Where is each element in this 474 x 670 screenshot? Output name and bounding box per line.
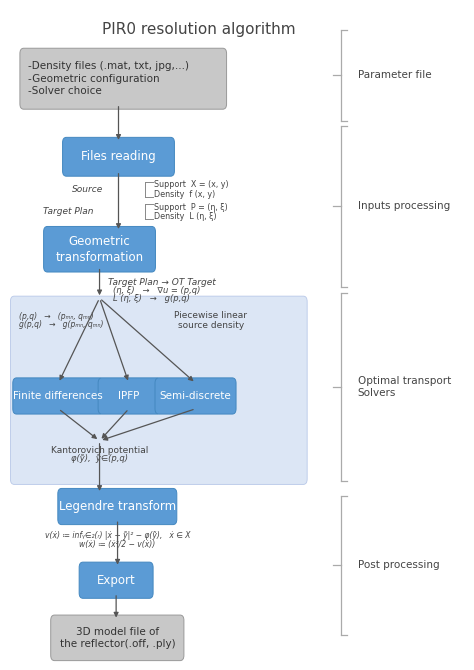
FancyBboxPatch shape	[63, 137, 174, 176]
Text: Target Plan: Target Plan	[43, 207, 93, 216]
Text: Density  L (η, ξ): Density L (η, ξ)	[154, 212, 217, 221]
Text: Kantorovich potential: Kantorovich potential	[51, 446, 148, 455]
Text: Finite differences: Finite differences	[13, 391, 103, 401]
Text: Piecewise linear
source density: Piecewise linear source density	[174, 311, 247, 330]
Text: -Density files (.mat, txt, jpg,...)
-Geometric configuration
-Solver choice: -Density files (.mat, txt, jpg,...) -Geo…	[28, 62, 190, 96]
Text: Legendre transform: Legendre transform	[59, 500, 176, 513]
Text: Post processing: Post processing	[358, 561, 439, 570]
FancyBboxPatch shape	[13, 378, 103, 414]
Text: 3D model file of
the reflector(.off, .ply): 3D model file of the reflector(.off, .pl…	[60, 626, 175, 649]
Text: w(ẋ) ≔ (ẋ²/2 − v(ẋ)): w(ẋ) ≔ (ẋ²/2 − v(ẋ))	[80, 539, 155, 549]
FancyBboxPatch shape	[10, 296, 307, 484]
Text: g(p,q)   →   g(pₘₙ, qₘₙ): g(p,q) → g(pₘₙ, qₘₙ)	[19, 320, 103, 329]
FancyBboxPatch shape	[20, 48, 227, 109]
FancyBboxPatch shape	[155, 378, 236, 414]
Text: Parameter file: Parameter file	[358, 70, 431, 80]
Text: φ(ỹ),  ỹ∈(p,q): φ(ỹ), ỹ∈(p,q)	[71, 454, 128, 463]
Text: Semi-discrete: Semi-discrete	[160, 391, 231, 401]
FancyBboxPatch shape	[98, 378, 160, 414]
Text: Density  f (x, y): Density f (x, y)	[154, 190, 215, 199]
Text: Inputs processing: Inputs processing	[358, 202, 450, 211]
Text: Optimal transport
Solvers: Optimal transport Solvers	[358, 377, 451, 398]
Text: Support  X = (x, y): Support X = (x, y)	[154, 180, 228, 190]
FancyBboxPatch shape	[44, 226, 155, 272]
Text: Geometric
transformation: Geometric transformation	[55, 234, 144, 264]
Text: (p,q)   →   (pₘₙ, qₘₙ): (p,q) → (pₘₙ, qₘₙ)	[19, 312, 94, 321]
Text: Source: Source	[72, 185, 103, 194]
Text: Export: Export	[97, 574, 136, 587]
FancyBboxPatch shape	[79, 562, 153, 598]
Text: v(ẋ) ≔ infᵧ∈₂(ᵣ) |ẋ − ỹ|² − φ(ỹ),   ẋ ∈ X: v(ẋ) ≔ infᵧ∈₂(ᵣ) |ẋ − ỹ|² − φ(ỹ), ẋ ∈ X	[45, 531, 190, 541]
FancyBboxPatch shape	[58, 488, 177, 525]
Text: Support  P = (η, ξ): Support P = (η, ξ)	[154, 202, 228, 212]
Text: IPFP: IPFP	[118, 391, 140, 401]
FancyBboxPatch shape	[51, 615, 184, 661]
Text: L (η, ξ)   →   g(p,q): L (η, ξ) → g(p,q)	[113, 293, 190, 303]
Text: PIR0 resolution algorithm: PIR0 resolution algorithm	[102, 22, 296, 37]
Text: (η, ξ)   →   ∇u = (p,q): (η, ξ) → ∇u = (p,q)	[113, 286, 200, 295]
Text: Target Plan → OT Target: Target Plan → OT Target	[108, 278, 216, 287]
Text: Files reading: Files reading	[81, 150, 156, 163]
